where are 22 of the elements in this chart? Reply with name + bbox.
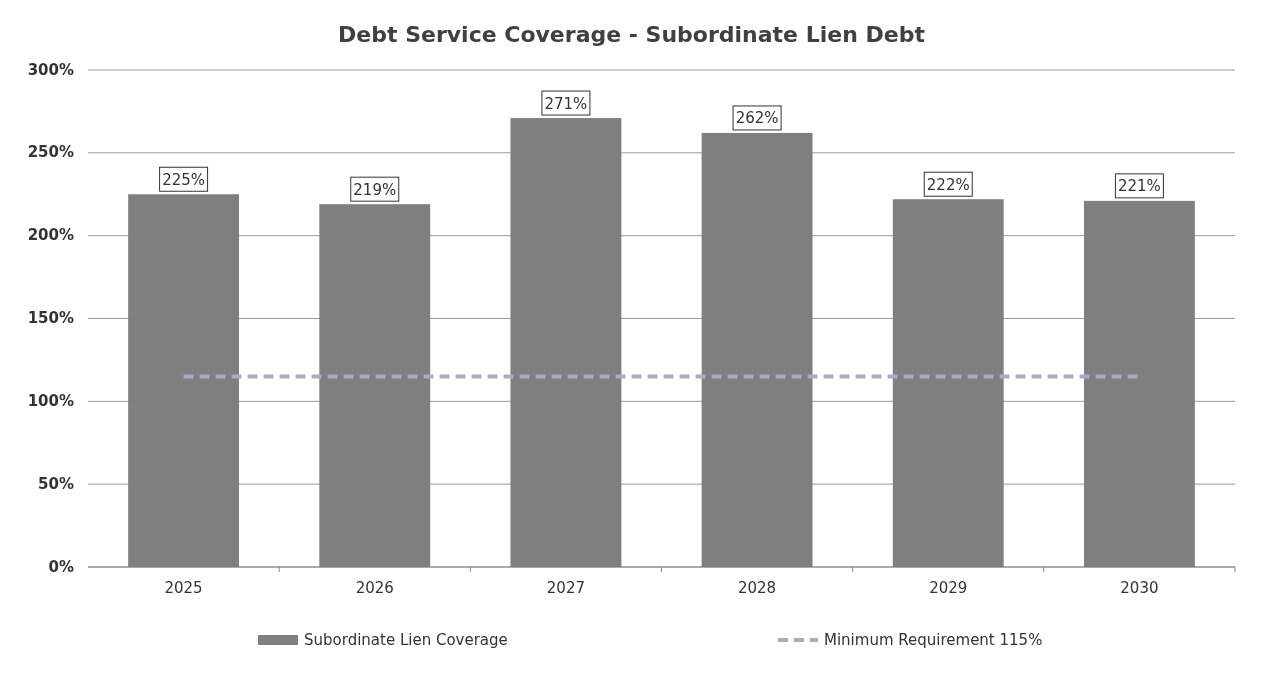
y-tick-label: 0% [48, 557, 74, 576]
chart-title: Debt Service Coverage - Subordinate Lien Debt [338, 22, 926, 47]
x-tick-label: 2025 [164, 579, 203, 597]
y-tick-label: 150% [27, 309, 74, 327]
legend-label: Subordinate Lien Coverage [304, 630, 508, 649]
x-tick-label: 2026 [355, 579, 394, 597]
x-tick-label: 2029 [929, 579, 968, 597]
legend-label: Minimum Requirement 115% [824, 630, 1043, 649]
data-label: 271% [544, 94, 588, 113]
data-label: 225% [162, 170, 206, 189]
y-tick-label: 200% [27, 226, 74, 245]
y-tick-label: 100% [27, 391, 74, 410]
y-tick-label: 50% [38, 474, 74, 493]
data-label: 221% [1117, 177, 1161, 196]
x-tick-label: 2027 [546, 579, 586, 597]
y-tick-label: 300% [27, 60, 74, 79]
x-tick-label: 2030 [1120, 579, 1159, 597]
data-label: 222% [926, 175, 970, 194]
y-tick-label: 250% [27, 143, 74, 162]
data-label: 219% [353, 180, 397, 199]
x-tick-label: 2028 [737, 579, 777, 597]
data-label: 262% [735, 109, 779, 128]
